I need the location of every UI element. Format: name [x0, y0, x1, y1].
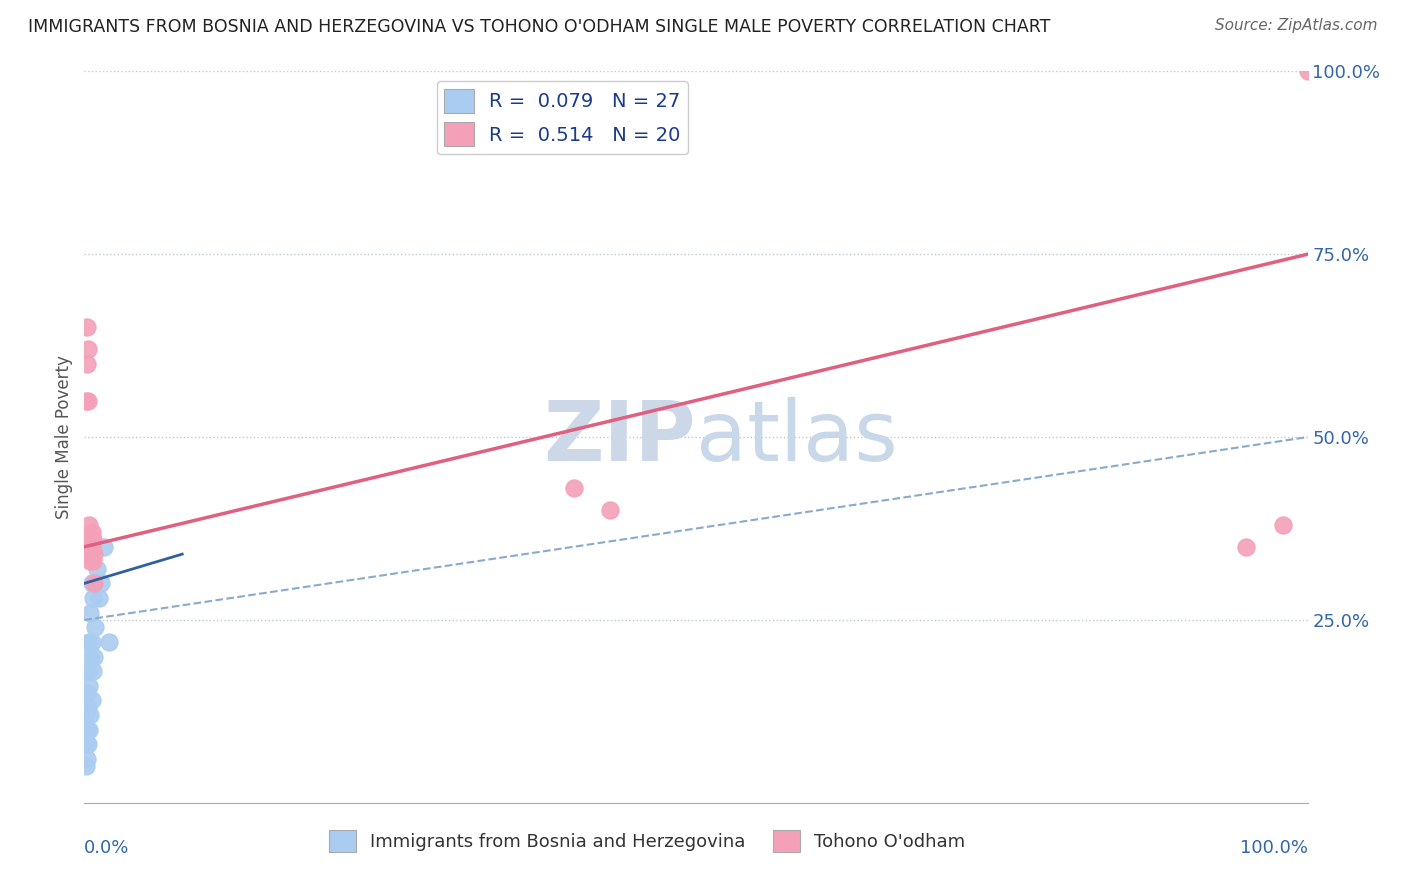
Point — [83, 547, 105, 561]
Point — [79, 533, 101, 547]
Point — [77, 664, 100, 678]
Point — [79, 554, 101, 568]
Point — [77, 635, 100, 649]
Point — [77, 679, 100, 693]
Point — [79, 708, 101, 723]
Text: 100.0%: 100.0% — [1240, 839, 1308, 857]
Point — [562, 481, 585, 495]
Point — [75, 759, 97, 773]
Point — [75, 393, 97, 408]
Text: atlas: atlas — [696, 397, 897, 477]
Text: 0.0%: 0.0% — [84, 839, 129, 857]
Point — [77, 343, 100, 357]
Text: Source: ZipAtlas.com: Source: ZipAtlas.com — [1215, 18, 1378, 33]
Point — [82, 554, 104, 568]
Y-axis label: Single Male Poverty: Single Male Poverty — [55, 355, 73, 519]
Point — [97, 635, 120, 649]
Point — [79, 606, 101, 620]
Point — [82, 664, 104, 678]
Text: IMMIGRANTS FROM BOSNIA AND HERZEGOVINA VS TOHONO O'ODHAM SINGLE MALE POVERTY COR: IMMIGRANTS FROM BOSNIA AND HERZEGOVINA V… — [28, 18, 1050, 36]
Point — [76, 752, 98, 766]
Point — [82, 533, 104, 547]
Point — [82, 591, 104, 605]
Point — [77, 700, 100, 714]
Point — [76, 320, 98, 334]
Legend: Immigrants from Bosnia and Herzegovina, Tohono O'odham: Immigrants from Bosnia and Herzegovina, … — [322, 823, 973, 860]
Point — [84, 620, 107, 634]
Point — [80, 525, 103, 540]
Point — [76, 723, 98, 737]
Point — [1296, 64, 1319, 78]
Point — [93, 540, 115, 554]
Point — [87, 591, 110, 605]
Point — [1272, 517, 1295, 532]
Point — [77, 517, 100, 532]
Point — [1236, 540, 1258, 554]
Point — [77, 540, 100, 554]
Point — [90, 576, 112, 591]
Point — [80, 693, 103, 707]
Point — [75, 737, 97, 751]
Point — [86, 562, 108, 576]
Point — [77, 723, 100, 737]
Point — [80, 635, 103, 649]
Point — [77, 737, 100, 751]
Point — [75, 708, 97, 723]
Point — [76, 686, 98, 700]
Point — [77, 393, 100, 408]
Point — [79, 649, 101, 664]
Point — [80, 576, 103, 591]
Point — [599, 503, 621, 517]
Point — [76, 357, 98, 371]
Point — [83, 649, 105, 664]
Point — [80, 540, 103, 554]
Point — [83, 576, 105, 591]
Text: ZIP: ZIP — [544, 397, 696, 477]
